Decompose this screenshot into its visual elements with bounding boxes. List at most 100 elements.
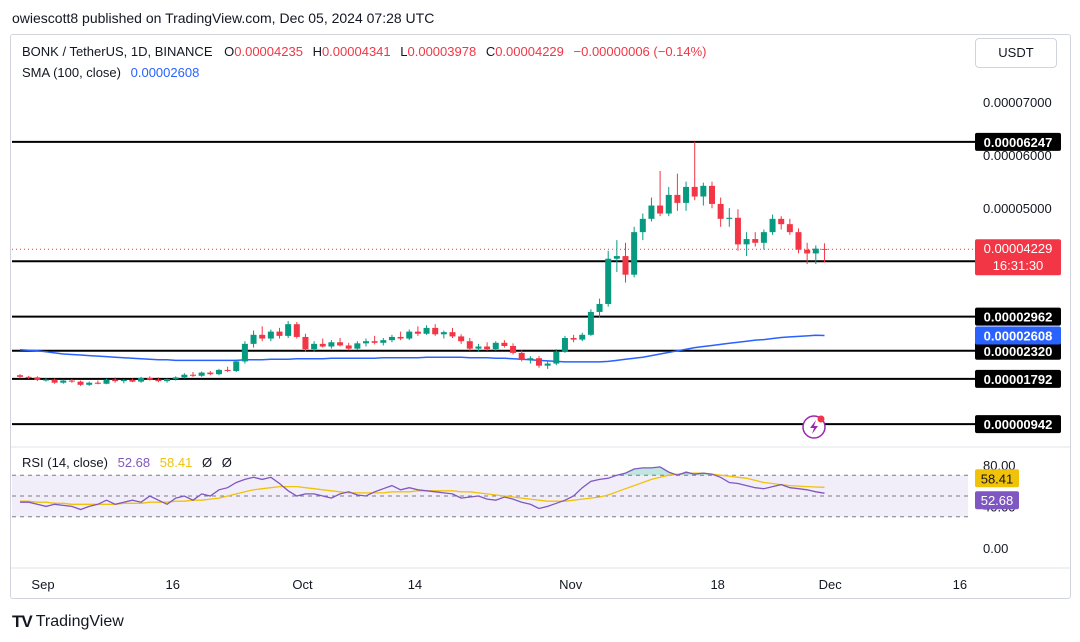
candle[interactable]	[605, 250, 612, 307]
candle[interactable]	[440, 330, 447, 339]
candle[interactable]	[579, 332, 586, 342]
candle[interactable]	[414, 326, 421, 336]
candle[interactable]	[518, 350, 525, 362]
candle[interactable]	[622, 242, 629, 283]
candle[interactable]	[345, 342, 352, 351]
candle[interactable]	[371, 335, 378, 345]
candle[interactable]	[734, 209, 741, 251]
symbol-label[interactable]: BONK / TetherUS, 1D, BINANCE	[22, 44, 213, 59]
candle[interactable]	[42, 377, 49, 382]
candle[interactable]	[224, 366, 231, 373]
candle[interactable]	[449, 327, 456, 339]
candle[interactable]	[786, 218, 793, 235]
candle[interactable]	[760, 229, 767, 250]
candle[interactable]	[25, 375, 32, 379]
candle[interactable]	[60, 379, 67, 384]
candle[interactable]	[241, 341, 248, 364]
sma-100-line[interactable]	[19, 334, 825, 363]
candle[interactable]	[388, 334, 395, 343]
candle[interactable]	[665, 186, 672, 217]
footer-brand[interactable]: TV TradingView	[12, 612, 124, 632]
candle[interactable]	[709, 181, 715, 209]
candle[interactable]	[778, 216, 785, 230]
candle[interactable]	[181, 373, 188, 379]
candle[interactable]	[639, 213, 646, 241]
candle[interactable]	[77, 380, 84, 386]
candle[interactable]	[821, 243, 828, 263]
rsi-legend[interactable]: RSI (14, close) 52.68 58.41 Ø Ø	[22, 455, 232, 470]
candle[interactable]	[17, 374, 23, 379]
candle[interactable]	[120, 378, 127, 384]
candle[interactable]	[804, 242, 811, 265]
candle[interactable]	[302, 333, 309, 352]
candle[interactable]	[475, 343, 482, 352]
candle[interactable]	[207, 370, 214, 376]
candle[interactable]	[293, 322, 300, 339]
candle[interactable]	[544, 361, 551, 369]
candle[interactable]	[466, 338, 473, 351]
sma-legend[interactable]: SMA (100, close) 0.00002608	[22, 65, 199, 80]
candle[interactable]	[319, 338, 326, 348]
candle[interactable]	[328, 340, 335, 349]
candle[interactable]	[501, 340, 508, 348]
rsi-line[interactable]	[20, 466, 825, 511]
candle[interactable]	[484, 342, 491, 351]
flash-alert-icon[interactable]	[802, 415, 826, 439]
candle[interactable]	[527, 356, 534, 364]
candle[interactable]	[553, 349, 560, 366]
candle[interactable]	[423, 325, 430, 335]
candle[interactable]	[164, 378, 171, 383]
candle[interactable]	[561, 335, 568, 353]
candle[interactable]	[285, 320, 292, 339]
candle[interactable]	[717, 197, 724, 227]
candle[interactable]	[795, 228, 802, 254]
candle[interactable]	[691, 141, 698, 201]
candle[interactable]	[51, 378, 58, 384]
candle[interactable]	[86, 381, 93, 386]
candle[interactable]	[155, 377, 162, 383]
candle[interactable]	[587, 309, 594, 336]
candle[interactable]	[363, 338, 369, 347]
candle[interactable]	[267, 329, 274, 342]
candle[interactable]	[276, 327, 283, 339]
candle[interactable]	[112, 377, 119, 383]
candle[interactable]	[103, 378, 110, 385]
candle[interactable]	[510, 343, 517, 355]
candle[interactable]	[613, 240, 620, 273]
candle[interactable]	[94, 380, 101, 385]
candle[interactable]	[752, 232, 759, 247]
candle[interactable]	[406, 329, 413, 341]
candle[interactable]	[380, 338, 387, 346]
candle[interactable]	[233, 359, 240, 373]
candle[interactable]	[432, 324, 439, 336]
candle[interactable]	[397, 331, 404, 341]
candle[interactable]	[172, 376, 179, 381]
candle[interactable]	[648, 197, 655, 222]
candle[interactable]	[68, 378, 75, 383]
currency-button[interactable]: USDT	[975, 38, 1057, 68]
candle[interactable]	[215, 368, 222, 376]
candle[interactable]	[812, 245, 819, 265]
candle[interactable]	[743, 232, 750, 257]
candle[interactable]	[769, 214, 776, 235]
candle[interactable]	[354, 341, 361, 350]
candle[interactable]	[700, 182, 707, 206]
candle[interactable]	[458, 334, 465, 344]
candle[interactable]	[190, 372, 196, 377]
candle[interactable]	[536, 356, 542, 368]
candle[interactable]	[674, 173, 681, 211]
candle[interactable]	[198, 371, 205, 377]
candle[interactable]	[657, 170, 664, 217]
candle[interactable]	[683, 181, 690, 211]
candle[interactable]	[726, 208, 733, 227]
candle[interactable]	[138, 376, 145, 383]
candle[interactable]	[259, 326, 266, 342]
candle[interactable]	[570, 334, 577, 343]
candle[interactable]	[250, 330, 257, 348]
candle[interactable]	[146, 376, 153, 381]
candle[interactable]	[492, 341, 499, 351]
candle[interactable]	[129, 378, 136, 383]
candle[interactable]	[311, 341, 318, 352]
candle[interactable]	[34, 376, 41, 382]
